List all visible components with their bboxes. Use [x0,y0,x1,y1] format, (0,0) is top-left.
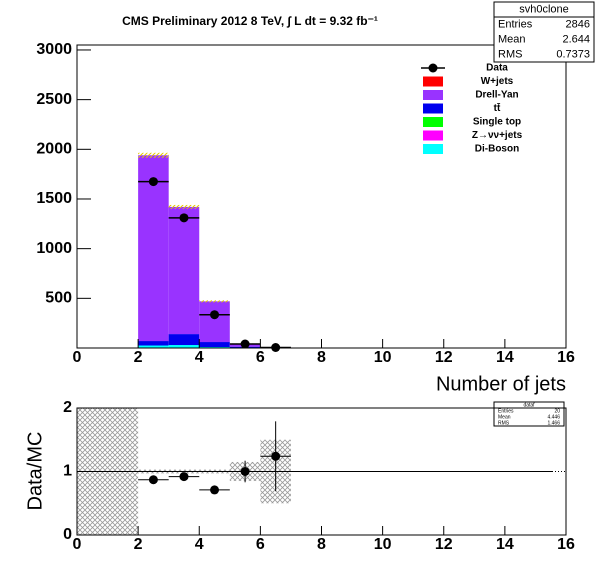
stats-key: Mean [498,33,526,45]
y-tick-label: 2000 [36,141,72,158]
legend-label: W+jets [481,76,514,87]
data-point [240,339,250,349]
legend-swatch [423,103,443,114]
stats-key: Mean [498,414,511,420]
stats-value: 0.7373 [556,48,590,60]
bar-segment [168,345,200,348]
y-tick-label: 0 [63,526,72,543]
stats-box [493,401,565,427]
x-tick-label: 0 [73,349,82,366]
data-point [210,485,220,495]
x-tick-label: 10 [374,349,392,366]
x-tick-label: 0 [73,536,82,553]
bar-segment [199,301,230,343]
data-point [179,472,189,482]
stats-title: dataf [523,402,535,408]
x-tick-label: 2 [134,349,143,366]
x-tick-label: 8 [317,349,326,366]
x-tick-label: 4 [195,536,204,553]
uncertainty-band [199,300,230,303]
stats-key: Entries [498,408,514,414]
legend-label: Single top [473,117,521,128]
x-axis-label: Number of jets [436,373,566,395]
legend-label: Data [486,63,508,74]
bar-segment [138,341,169,346]
legend-marker [428,63,438,73]
data-point [271,451,281,461]
stats-value: 20 [554,408,560,414]
stats-box [493,1,595,63]
bar-segment [168,334,200,346]
x-tick-label: 16 [557,349,575,366]
legend-label: Z→νν+jets [472,130,523,141]
y-tick-label: 3000 [36,41,72,58]
x-tick-label: 6 [256,536,265,553]
data-point [210,310,220,320]
stats-key: Entries [498,18,533,30]
legend-swatch [423,117,443,127]
y-tick-label: 1000 [36,240,72,257]
legend-swatch [423,130,443,141]
legend-label: Drell-Yan [475,90,518,101]
x-tick-label: 12 [435,349,453,366]
bar-segment [138,345,169,348]
stats-value: 2846 [566,18,590,30]
x-tick-label: 10 [374,536,392,553]
bar-segment [138,155,169,342]
y-tick-label: 1 [63,463,72,480]
stats-title: svh0clone [519,3,569,15]
y-tick-label: 2500 [36,91,72,108]
data-point [148,475,158,485]
uncertainty-band [138,152,169,158]
bar-segment [168,206,200,335]
legend-label: Di-Boson [475,144,519,155]
legend-swatch [423,144,443,154]
data-point [271,343,281,353]
legend-swatch [423,76,443,87]
x-tick-label: 2 [134,536,143,553]
x-tick-label: 16 [557,536,575,553]
x-tick-label: 12 [435,536,453,553]
stats-key: RMS [498,420,510,426]
chart-title: CMS Preliminary 2012 8 TeV, ∫ L dt = 9.3… [122,14,378,28]
data-point [240,467,250,476]
data-point [148,177,158,187]
bar-segment [199,342,230,348]
stats-value: 4.446 [547,414,560,420]
legend-swatch [423,90,443,100]
y-tick-label: 500 [45,290,72,307]
stats-key: RMS [498,48,522,60]
x-tick-label: 6 [256,349,265,366]
x-tick-label: 14 [496,349,514,366]
x-tick-label: 14 [496,536,514,553]
legend-label: tt̄ [494,102,501,114]
x-tick-label: 8 [317,536,326,553]
stats-value: 2.644 [562,33,590,45]
y-tick-label: 1500 [36,190,72,207]
data-point [179,213,189,223]
y-tick-label: 2 [63,399,72,416]
uncertainty-band [168,204,200,209]
stats-value: 1.466 [547,420,560,426]
x-tick-label: 4 [195,349,204,366]
y-axis-label: Data/MC [24,432,46,511]
